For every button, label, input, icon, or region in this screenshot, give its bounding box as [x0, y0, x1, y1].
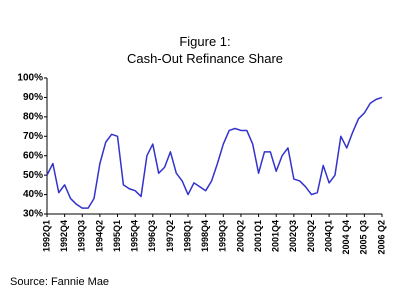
x-tick-label: 1996Q3	[147, 220, 157, 252]
x-tick-label: 2000Q2	[235, 220, 245, 252]
x-tick-label: 1993Q3	[77, 220, 87, 252]
x-tick-label: 1994Q2	[94, 220, 104, 252]
y-tick-label: 70%	[23, 131, 43, 142]
x-tick-label: 1998Q1	[182, 220, 192, 252]
x-tick-label: 2001Q4	[271, 220, 281, 252]
chart-title: Figure 1:	[179, 34, 230, 49]
y-tick-label: 60%	[23, 150, 43, 161]
source-note: Source: Fannie Mae	[10, 276, 109, 288]
x-tick-label: 1998Q4	[200, 220, 210, 252]
x-tick-label: 1992Q1	[41, 220, 51, 252]
chart-subtitle: Cash-Out Refinance Share	[127, 51, 283, 66]
x-tick-label: 1999Q3	[218, 220, 228, 252]
x-tick-label: 2001Q1	[253, 220, 263, 252]
x-tick-label: 2004 Q4	[341, 220, 351, 255]
y-tick-label: 30%	[23, 209, 43, 220]
x-tick-label: 1992Q4	[59, 220, 69, 252]
y-tick-label: 80%	[23, 111, 43, 122]
x-tick-label: 1995Q1	[112, 220, 122, 252]
x-tick-label: 2005 Q3	[359, 220, 369, 255]
x-tick-label: 2002Q3	[288, 220, 298, 252]
x-tick-label: 1995Q4	[130, 220, 140, 252]
x-tick-label: 2004Q1	[323, 220, 333, 252]
x-tick-label: 2006 Q2	[376, 220, 386, 255]
x-tick-label: 1997Q2	[165, 220, 175, 252]
y-tick-label: 40%	[23, 189, 43, 200]
y-tick-label: 100%	[17, 73, 43, 84]
y-tick-label: 50%	[23, 170, 43, 181]
x-tick-label: 2003Q2	[306, 220, 316, 252]
y-tick-label: 90%	[23, 92, 43, 103]
data-line	[46, 96, 383, 209]
